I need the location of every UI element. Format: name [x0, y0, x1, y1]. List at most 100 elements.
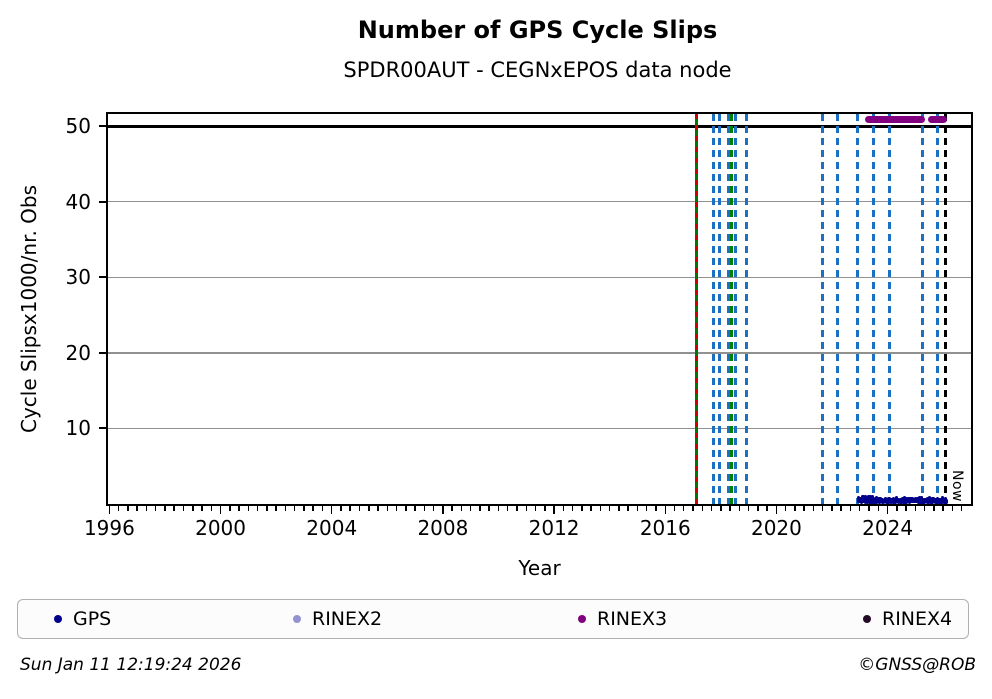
x-tick-minor — [581, 506, 583, 511]
x-tick-minor — [701, 506, 704, 511]
x-tick-minor — [321, 506, 324, 511]
threshold-line — [108, 124, 971, 128]
x-tick-minor — [710, 506, 713, 511]
x-tick-minor — [627, 506, 629, 511]
x-tick-minor — [201, 506, 203, 511]
gps-point — [903, 496, 907, 500]
x-tick-minor — [358, 506, 361, 511]
x-tick-minor — [117, 506, 120, 511]
event-line — [711, 114, 715, 504]
y-tick-label: 10 — [65, 416, 91, 441]
x-tick-minor — [673, 506, 676, 511]
x-tick-minor — [154, 506, 157, 511]
x-tick-minor — [256, 506, 259, 511]
gridline — [108, 427, 971, 430]
x-tick-minor — [812, 506, 815, 511]
legend-label: GPS — [73, 608, 112, 630]
x-tick-minor — [923, 506, 926, 511]
x-tick-minor — [506, 506, 509, 511]
x-tick-minor — [562, 506, 565, 511]
x-tick-minor — [784, 506, 787, 511]
gridline — [108, 200, 971, 203]
x-tick-minor — [229, 506, 231, 511]
x-tick-minor — [942, 506, 944, 511]
x-tick-minor — [516, 506, 518, 511]
x-tick-minor — [488, 506, 490, 511]
x-tick-minor — [599, 506, 602, 511]
x-tick-major — [886, 506, 889, 514]
x-tick-minor — [210, 506, 213, 511]
event-line — [887, 114, 891, 504]
x-tick-minor — [933, 506, 935, 511]
x-tick-minor — [136, 506, 138, 511]
x-tick-minor — [340, 506, 342, 511]
x-tick-minor — [127, 506, 129, 511]
gps-point — [936, 496, 940, 500]
y-tick — [99, 351, 106, 354]
x-tick-minor — [414, 506, 416, 511]
event-line — [733, 114, 737, 504]
now-line-label: Now — [948, 470, 965, 502]
page-title: Number of GPS Cycle Slips — [357, 16, 718, 44]
x-tick-minor — [497, 506, 500, 511]
x-tick-minor — [821, 506, 824, 511]
x-tick-minor — [525, 506, 527, 511]
x-tick-minor — [284, 506, 287, 511]
footer-timestamp: Sun Jan 11 12:19:24 2026 — [20, 655, 242, 675]
event-line — [935, 114, 939, 504]
x-tick-minor — [655, 506, 657, 511]
event-line — [729, 114, 733, 504]
gps-point — [870, 494, 874, 498]
rinex3-segment — [864, 116, 925, 124]
x-tick-minor — [738, 506, 741, 511]
gps-point — [928, 496, 932, 500]
event-line — [820, 114, 824, 504]
x-tick-minor — [164, 506, 166, 511]
gridline — [108, 352, 971, 354]
x-tick-minor — [479, 506, 481, 511]
x-tick-major — [553, 506, 555, 514]
event-line — [694, 114, 698, 504]
x-tick-label: 2020 — [750, 516, 802, 540]
x-tick-major — [775, 506, 778, 514]
x-tick-minor — [247, 506, 250, 511]
y-tick-label: 40 — [65, 189, 91, 214]
x-tick-minor — [405, 506, 407, 511]
page-subtitle: SPDR00AUT - CEGNxEPOS data node — [343, 58, 732, 82]
y-tick — [99, 276, 106, 279]
y-tick-label: 30 — [65, 265, 91, 290]
x-tick-label: 2024 — [862, 516, 914, 540]
x-tick-minor — [831, 506, 833, 511]
footer-copyright: ©GNSS@ROB — [858, 655, 976, 675]
x-tick-minor — [608, 506, 611, 511]
x-tick-minor — [145, 506, 148, 511]
legend-item-gps: GPS — [54, 600, 111, 638]
gps-point — [932, 496, 936, 500]
x-tick-label: 2008 — [417, 516, 469, 540]
x-tick-label: 2004 — [306, 516, 358, 540]
x-tick-label: 2012 — [528, 516, 580, 540]
x-axis-label: Year — [518, 556, 561, 580]
x-tick-minor — [238, 506, 240, 511]
y-tick-label: 20 — [65, 340, 91, 365]
legend-item-rinex4: RINEX4 — [863, 600, 952, 638]
x-tick-minor — [692, 506, 694, 511]
legend-item-rinex2: RINEX2 — [293, 600, 382, 638]
x-tick-major — [108, 506, 111, 514]
x-tick-minor — [618, 506, 620, 511]
event-line — [745, 114, 749, 504]
x-tick-minor — [266, 506, 268, 511]
event-line — [872, 114, 876, 504]
gps-marker-icon — [54, 615, 62, 623]
x-tick-minor — [293, 506, 296, 511]
x-tick-minor — [682, 506, 685, 511]
rinex3-marker-icon — [578, 615, 586, 623]
x-tick-minor — [960, 506, 963, 511]
event-line — [920, 114, 924, 504]
event-line — [717, 114, 721, 504]
y-axis-label: Cycle Slipsx1000/nr. Obs — [17, 184, 41, 434]
x-tick-minor — [469, 506, 472, 511]
legend-label: RINEX2 — [312, 608, 383, 630]
x-tick-minor — [868, 506, 870, 511]
x-tick-minor — [720, 506, 722, 511]
